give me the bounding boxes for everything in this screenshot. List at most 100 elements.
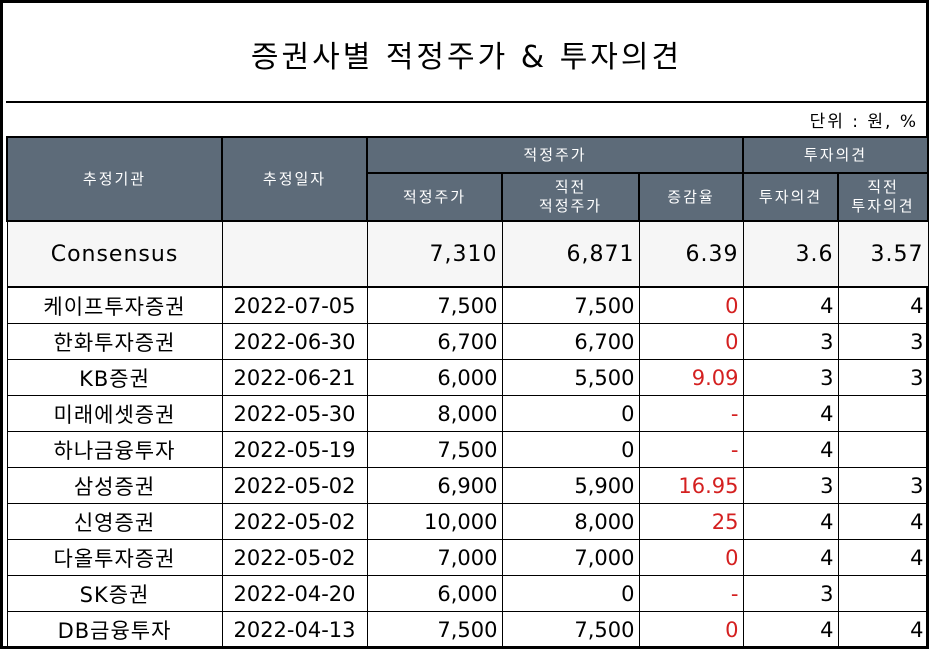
header-agency: 추정기관 <box>6 136 223 222</box>
date-cell: 2022-05-02 <box>221 539 368 576</box>
date-cell: 2022-05-19 <box>221 431 368 468</box>
prev-target-cell: 0 <box>501 575 640 612</box>
date-cell: 2022-07-05 <box>221 286 368 324</box>
prev-opinion-cell: 4 <box>837 611 929 648</box>
change-cell: - <box>638 575 744 612</box>
target-cell: 8,000 <box>366 395 503 432</box>
consensus-name: Consensus <box>6 220 223 288</box>
opinion-cell: 4 <box>742 611 839 648</box>
agency-cell: 하나금융투자 <box>6 431 223 468</box>
date-cell: 2022-06-30 <box>221 323 368 360</box>
target-price-table: 추정기관 추정일자 적정주가 투자의견 적정주가 직전 적정주가 증감율 투자의… <box>6 136 929 648</box>
agency-cell: 미래에셋증권 <box>6 395 223 432</box>
change-cell: 0 <box>638 539 744 576</box>
agency-cell: 케이프투자증권 <box>6 286 223 324</box>
header-change: 증감율 <box>638 172 744 222</box>
table-row: 신영증권 2022-05-02 10,000 8,000 25 4 4 <box>6 503 929 540</box>
header-prev-opinion: 직전 투자의견 <box>836 172 929 222</box>
change-cell: 0 <box>638 323 744 360</box>
opinion-cell: 3 <box>742 467 839 504</box>
consensus-date <box>221 220 368 288</box>
agency-cell: DB금융투자 <box>6 611 223 648</box>
table-row: 다올투자증권 2022-05-02 7,000 7,000 0 4 4 <box>6 539 929 576</box>
consensus-prev-opinion: 3.57 <box>837 220 929 288</box>
consensus-target: 7,310 <box>366 220 503 288</box>
prev-opinion-cell: 3 <box>837 323 929 360</box>
change-cell: - <box>638 395 744 432</box>
table-body: Consensus 7,310 6,871 6.39 3.6 3.57 케이프투… <box>6 220 929 648</box>
prev-target-cell: 0 <box>501 431 640 468</box>
target-cell: 7,000 <box>366 539 503 576</box>
date-cell: 2022-06-21 <box>221 359 368 396</box>
change-cell: 16.95 <box>638 467 744 504</box>
agency-cell: 다올투자증권 <box>6 539 223 576</box>
prev-opinion-cell: 3 <box>837 359 929 396</box>
header-date: 추정일자 <box>221 136 368 222</box>
consensus-prev-target: 6,871 <box>501 220 640 288</box>
opinion-cell: 3 <box>742 323 839 360</box>
header-opinion: 투자의견 <box>742 172 839 222</box>
header-opinion-group: 투자의견 <box>741 136 929 174</box>
opinion-cell: 3 <box>742 575 839 612</box>
opinion-cell: 4 <box>742 286 839 324</box>
opinion-cell: 4 <box>742 431 839 468</box>
prev-opinion-cell: 4 <box>837 539 929 576</box>
agency-cell: KB증권 <box>6 359 223 396</box>
opinion-cell: 4 <box>742 539 839 576</box>
table-row: 한화투자증권 2022-06-30 6,700 6,700 0 3 3 <box>6 323 929 360</box>
consensus-row: Consensus 7,310 6,871 6.39 3.6 3.57 <box>6 220 929 288</box>
prev-target-cell: 5,500 <box>501 359 640 396</box>
target-cell: 7,500 <box>366 286 503 324</box>
agency-cell: 신영증권 <box>6 503 223 540</box>
date-cell: 2022-05-02 <box>221 467 368 504</box>
header-prev-target: 직전 적정주가 <box>501 172 640 222</box>
target-cell: 10,000 <box>366 503 503 540</box>
prev-opinion-cell: 4 <box>837 503 929 540</box>
table-row: DB금융투자 2022-04-13 7,500 7,500 0 4 4 <box>6 611 929 648</box>
target-cell: 7,500 <box>366 611 503 648</box>
target-cell: 7,500 <box>366 431 503 468</box>
table-row: 삼성증권 2022-05-02 6,900 5,900 16.95 3 3 <box>6 467 929 504</box>
target-cell: 6,700 <box>366 323 503 360</box>
table-row: KB증권 2022-06-21 6,000 5,500 9.09 3 3 <box>6 359 929 396</box>
prev-opinion-cell: 4 <box>837 286 929 324</box>
prev-opinion-cell <box>837 431 929 468</box>
table-row: 케이프투자증권 2022-07-05 7,500 7,500 0 4 4 <box>6 286 929 324</box>
change-cell: 25 <box>638 503 744 540</box>
agency-cell: 삼성증권 <box>6 467 223 504</box>
prev-opinion-cell <box>837 395 929 432</box>
prev-target-cell: 7,500 <box>501 286 640 324</box>
opinion-cell: 3 <box>742 359 839 396</box>
table-row: 미래에셋증권 2022-05-30 8,000 0-4 <box>6 395 929 432</box>
opinion-cell: 4 <box>742 395 839 432</box>
table-row: 하나금융투자 2022-05-19 7,500 0-4 <box>6 431 929 468</box>
change-cell: 9.09 <box>638 359 744 396</box>
consensus-opinion: 3.6 <box>742 220 839 288</box>
table-row: SK증권 2022-04-20 6,000 0-3 <box>6 575 929 612</box>
date-cell: 2022-05-02 <box>221 503 368 540</box>
prev-target-cell: 7,000 <box>501 539 640 576</box>
date-cell: 2022-05-30 <box>221 395 368 432</box>
target-cell: 6,000 <box>366 359 503 396</box>
date-cell: 2022-04-20 <box>221 575 368 612</box>
header-target-group: 적정주가 <box>366 136 744 174</box>
agency-cell: SK증권 <box>6 575 223 612</box>
prev-target-cell: 0 <box>501 395 640 432</box>
prev-target-cell: 8,000 <box>501 503 640 540</box>
consensus-change: 6.39 <box>638 220 744 288</box>
date-cell: 2022-04-13 <box>221 611 368 648</box>
prev-opinion-cell: 3 <box>837 467 929 504</box>
change-cell: - <box>638 431 744 468</box>
target-cell: 6,900 <box>366 467 503 504</box>
prev-opinion-cell <box>837 575 929 612</box>
prev-target-cell: 6,700 <box>501 323 640 360</box>
opinion-cell: 4 <box>742 503 839 540</box>
report-title: 증권사별 적정주가 & 투자의견 <box>6 6 927 103</box>
header-target: 적정주가 <box>366 172 503 222</box>
agency-cell: 한화투자증권 <box>6 323 223 360</box>
target-cell: 6,000 <box>366 575 503 612</box>
change-cell: 0 <box>638 286 744 324</box>
prev-target-cell: 7,500 <box>501 611 640 648</box>
prev-target-cell: 5,900 <box>501 467 640 504</box>
